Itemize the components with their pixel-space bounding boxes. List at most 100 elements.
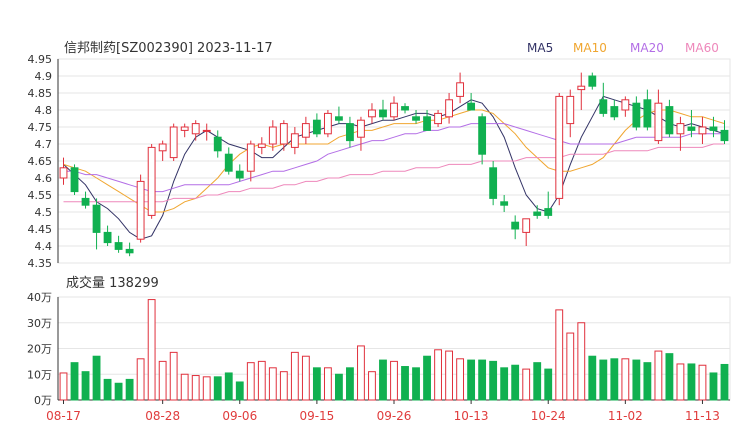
volume-bar — [246, 362, 255, 401]
price-tick-label: 4.7 — [35, 138, 53, 151]
legend-ma60: MA60 — [685, 41, 719, 55]
price-tick-label: 4.45 — [28, 223, 53, 236]
candle — [654, 89, 663, 144]
candle-body — [588, 75, 597, 87]
volume-bar — [445, 350, 453, 401]
candle-body — [709, 126, 718, 131]
candle — [191, 120, 200, 141]
volume-bar — [489, 360, 498, 401]
candle-body — [412, 116, 420, 121]
candle-body — [312, 119, 321, 135]
candle — [599, 82, 608, 117]
price-grid — [57, 58, 731, 264]
candle — [312, 113, 321, 138]
volume-bar — [103, 378, 112, 401]
candle-body — [698, 126, 707, 135]
volume-bar — [588, 355, 597, 401]
volume-bar — [467, 359, 476, 401]
candle — [158, 140, 167, 161]
candle-body — [687, 126, 696, 131]
candle — [114, 235, 123, 253]
volume-bar — [500, 367, 509, 401]
x-tick-label: 10-13 — [454, 409, 489, 423]
candle-body — [70, 167, 79, 193]
candle-body — [301, 123, 310, 138]
candle-body — [544, 208, 553, 216]
candle — [555, 93, 564, 206]
x-tick-label: 08-17 — [46, 409, 81, 423]
candle-body — [81, 197, 90, 206]
price-tick-label: 4.5 — [35, 206, 53, 219]
x-tick-label: 09-26 — [377, 409, 412, 423]
candle-body — [191, 123, 200, 135]
volume-bar — [81, 371, 90, 401]
price-tick-label: 4.55 — [28, 189, 53, 202]
candle — [401, 103, 409, 114]
candle — [390, 96, 398, 121]
volume-bar — [665, 353, 674, 401]
legend-ma10: MA10 — [573, 41, 607, 55]
volume-bar — [434, 349, 442, 401]
volume-bar — [621, 358, 630, 401]
volume-bar — [335, 373, 343, 401]
volume-bar — [632, 359, 641, 401]
volume-bar — [643, 362, 652, 401]
volume-bar — [544, 368, 553, 401]
volume-bar — [676, 363, 685, 401]
volume-title: 成交量 138299 — [66, 275, 159, 291]
price-tick-label: 4.85 — [28, 87, 53, 100]
candle-body — [136, 180, 145, 240]
candle-body — [125, 248, 134, 254]
candle — [368, 103, 376, 124]
candle-body — [500, 201, 509, 206]
candle — [478, 113, 487, 165]
volume-bar — [235, 381, 244, 401]
candle — [533, 205, 542, 219]
candle-body — [368, 109, 376, 118]
candle-body — [147, 146, 156, 216]
candle-body — [257, 143, 266, 148]
candle-body — [92, 204, 101, 233]
candle — [577, 72, 586, 110]
volume-bar — [511, 364, 520, 401]
candle — [357, 116, 365, 151]
candle — [720, 120, 729, 144]
candle-body — [114, 242, 123, 250]
price-y-axis: 4.95 4.9 4.85 4.8 4.75 4.7 4.65 4.6 4.55 4.5 4.45 4… — [28, 53, 53, 270]
volume-tick-label: 30万 — [27, 317, 52, 330]
candle — [445, 93, 453, 124]
x-tick-label: 08-28 — [145, 409, 180, 423]
legend-ma20: MA20 — [630, 41, 664, 55]
candle-body — [213, 136, 222, 152]
x-tick-label: 11-13 — [685, 409, 720, 423]
x-tick-label: 09-06 — [222, 409, 257, 423]
volume-bar — [720, 363, 729, 401]
volume-bar — [698, 364, 707, 401]
legend-ma5: MA5 — [527, 41, 553, 55]
candle — [125, 242, 134, 257]
chart-title: 信邦制药[SZ002390] 2023-11-17 — [64, 41, 273, 56]
candle-body — [59, 167, 68, 179]
candle — [346, 116, 354, 148]
candle-body — [533, 211, 542, 216]
candle — [665, 99, 674, 138]
price-tick-label: 4.65 — [28, 155, 53, 168]
candle — [180, 123, 189, 138]
candle — [709, 116, 718, 138]
candle-body — [268, 126, 277, 145]
ma60-line — [63, 143, 725, 203]
candle — [632, 96, 641, 131]
volume-tick-label: 40万 — [27, 291, 52, 304]
candle — [467, 93, 476, 111]
candle — [489, 161, 498, 206]
candle — [335, 106, 343, 124]
candle — [544, 191, 553, 219]
candle-body — [478, 116, 487, 155]
candle — [456, 72, 465, 104]
price-tick-label: 4.4 — [35, 240, 53, 253]
volume-bar — [555, 309, 564, 401]
candle-body — [158, 143, 167, 152]
volume-bar — [213, 376, 222, 401]
